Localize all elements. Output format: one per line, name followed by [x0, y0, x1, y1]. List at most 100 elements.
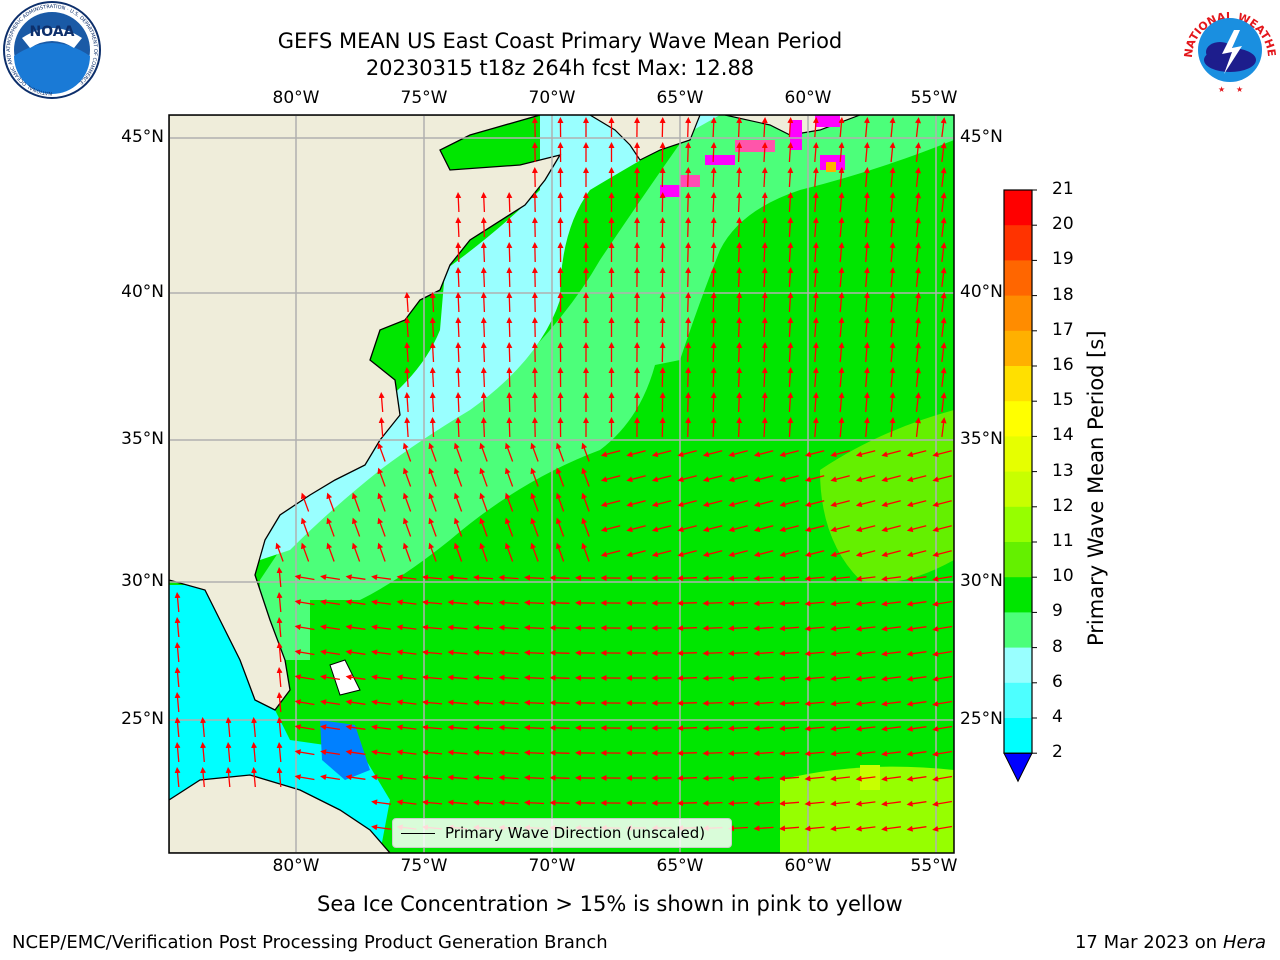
wave-arrow [498, 724, 519, 731]
wave-arrow [830, 700, 850, 707]
wave-arrow [940, 417, 947, 437]
wave-arrow [404, 292, 411, 313]
wave-arrow [728, 475, 748, 483]
wave-arrow [404, 342, 411, 363]
wave-arrow [422, 674, 443, 681]
wave-arrow [504, 542, 514, 562]
wave-arrow [838, 342, 845, 363]
wave-arrow [702, 800, 723, 807]
wave-arrow [779, 600, 800, 607]
wave-arrow [812, 367, 819, 388]
wave-arrow [855, 550, 876, 558]
wave-arrow [736, 267, 743, 288]
wave-arrow [473, 699, 494, 706]
wave-arrow [906, 525, 927, 533]
wave-arrow [889, 367, 896, 388]
colorbar-segment [1004, 718, 1032, 754]
chart-subtitle: 20230315 t18z 264h fcst Max: 12.88 [365, 56, 755, 80]
wave-arrow [728, 525, 748, 533]
noaa-logo: NOAA NATIONAL OCEANIC AND ATMOSPHERIC AD… [3, 1, 101, 99]
wave-arrow [855, 575, 876, 582]
wave-arrow [940, 267, 947, 287]
wave-arrow [429, 367, 436, 388]
wave-arrow [736, 317, 743, 338]
wave-arrow [702, 450, 723, 458]
wave-arrow [251, 717, 258, 738]
wave-arrow [555, 517, 565, 537]
wave-arrow [940, 167, 947, 187]
map-legend: Primary Wave Direction (unscaled) [392, 818, 732, 848]
wave-arrow [294, 574, 315, 581]
lon-tick-bottom-60w: 60°W [784, 856, 832, 876]
wave-arrow [710, 317, 717, 338]
wave-arrow [906, 750, 927, 757]
wave-arrow [838, 392, 845, 413]
wave-arrow [761, 317, 768, 338]
wave-arrow [753, 675, 774, 682]
wave-arrow [881, 775, 901, 782]
wave-arrow [915, 192, 922, 212]
wave-arrow [530, 467, 539, 487]
wave-arrow [506, 317, 513, 338]
wave-arrow [473, 624, 494, 631]
wave-arrow [753, 650, 774, 657]
wave-arrow [906, 800, 927, 807]
colorbar-tick-label: 11 [1052, 531, 1074, 551]
wave-arrow [402, 542, 412, 562]
wave-arrow [779, 500, 799, 508]
wave-arrow [761, 167, 768, 188]
wave-arrow [787, 292, 794, 313]
wave-arrow [830, 675, 850, 682]
wave-arrow [549, 724, 570, 731]
wave-arrow [455, 217, 462, 238]
wave-arrow [455, 417, 462, 438]
wave-arrow [812, 317, 819, 338]
wave-arrow [345, 749, 366, 756]
lon-tick-top-75w: 75°W [400, 88, 448, 108]
wave-arrow [276, 742, 283, 763]
wave-arrow [225, 717, 232, 738]
wave-arrow [710, 167, 717, 188]
wave-arrow [881, 800, 901, 807]
wave-arrow [761, 192, 768, 213]
wave-arrow [710, 242, 717, 263]
wave-arrow [787, 217, 794, 238]
wave-arrow [881, 675, 901, 682]
lat-tick-right-25n: 25°N [960, 709, 1003, 729]
wave-arrow [549, 574, 570, 581]
wave-arrow [351, 517, 361, 537]
lon-tick-top-65w: 65°W [656, 88, 704, 108]
wave-arrow [276, 642, 283, 663]
wave-arrow [761, 417, 768, 438]
wave-arrow [524, 624, 545, 631]
wave-arrow [677, 700, 698, 707]
wave-arrow [889, 267, 896, 288]
wave-arrow [863, 217, 870, 238]
wave-arrow [677, 650, 698, 657]
wave-arrow [761, 367, 768, 388]
wave-arrow [371, 574, 391, 581]
wave-arrow [371, 649, 391, 656]
wave-arrow [422, 599, 443, 606]
wave-arrow [838, 217, 845, 238]
wave-arrow [294, 599, 315, 606]
wave-arrow [932, 825, 953, 832]
wave-arrow [320, 774, 341, 781]
wave-arrow [753, 625, 774, 632]
wave-arrow [294, 674, 315, 681]
wave-arrow [906, 475, 927, 483]
wave-arrow [371, 799, 391, 806]
wave-arrow [702, 700, 723, 707]
wave-arrow [889, 292, 896, 313]
wave-arrow [830, 800, 850, 807]
wave-arrow [429, 417, 436, 438]
wave-arrow [753, 800, 774, 807]
wave-arrow [685, 217, 692, 238]
wave-arrow [555, 442, 565, 462]
wave-arrow [710, 292, 717, 313]
north-america-coast [169, 115, 562, 711]
wave-arrow [932, 550, 952, 558]
wave-arrow [702, 650, 723, 657]
wave-arrow [320, 649, 341, 656]
